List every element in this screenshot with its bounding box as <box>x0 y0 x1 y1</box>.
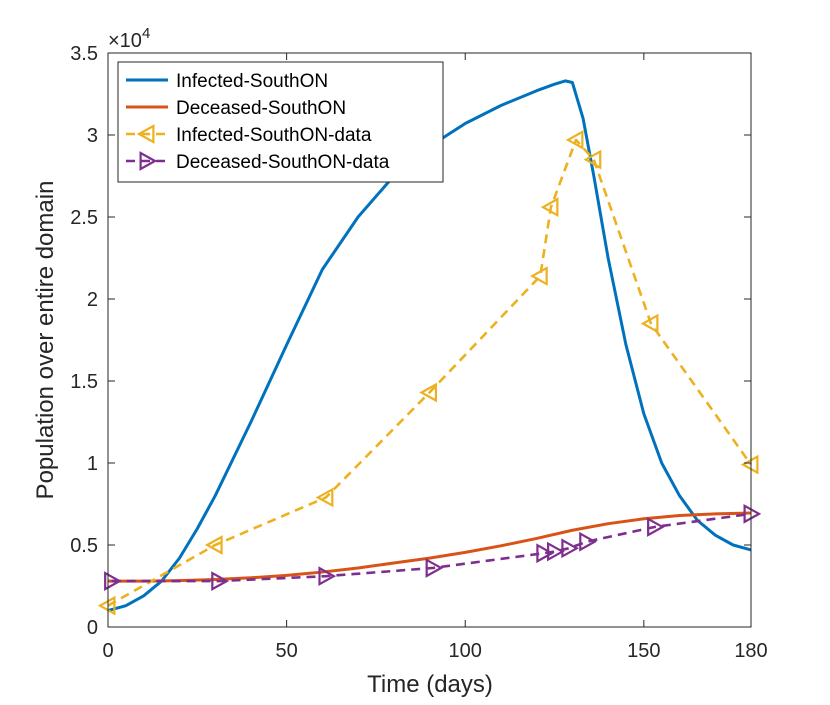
y-axis-label: Population over entire domain <box>32 181 59 500</box>
legend-marker <box>136 124 155 144</box>
data-point-marker <box>740 454 759 475</box>
series-line-infected-southon-data <box>107 138 753 607</box>
data-point-marker <box>419 382 437 403</box>
y-tick-label: 2 <box>87 289 98 311</box>
legend-label: Infected-SouthON-data <box>176 125 372 146</box>
y-exponent-power: 4 <box>142 25 150 42</box>
data-point-marker <box>104 571 122 591</box>
data-point-marker <box>97 595 116 616</box>
x-tick-label: 150 <box>627 640 660 662</box>
data-point-marker <box>315 487 334 508</box>
y-tick-label: 1.5 <box>70 371 98 393</box>
legend-label: Deceased-SouthON-data <box>176 152 390 173</box>
x-tick-label: 180 <box>734 640 767 662</box>
data-point-marker <box>536 543 555 564</box>
y-tick-label: 3.5 <box>70 43 98 65</box>
x-tick-label: 50 <box>275 640 297 662</box>
data-point-marker <box>583 149 602 170</box>
legend-box <box>117 61 444 183</box>
data-point-marker <box>647 517 665 537</box>
y-tick-label: 0 <box>87 617 98 639</box>
x-axis-label: Time (days) <box>367 671 493 698</box>
plot-markers <box>97 130 762 616</box>
legend-marker <box>139 151 158 171</box>
data-point-marker <box>743 503 762 524</box>
x-tick-label: 100 <box>449 640 482 662</box>
y-tick-label: 2.5 <box>70 207 98 229</box>
data-point-marker <box>318 566 337 587</box>
tick-labels: 0 50 100 150 180 0 0.5 1 1.5 2 2.5 3 3.5 <box>70 43 768 662</box>
ticks <box>107 52 752 628</box>
data-point-marker <box>561 538 580 559</box>
legend-label: Infected-SouthON <box>176 71 328 92</box>
y-tick-label: 1 <box>87 453 98 475</box>
data-point-marker <box>579 531 597 552</box>
series-line-infected-southon <box>107 79 752 613</box>
data-point-marker <box>547 541 565 562</box>
legend-label: Deceased-SouthON <box>176 98 346 119</box>
data-point-marker <box>640 313 659 334</box>
axes-box <box>107 52 752 628</box>
data-point-marker <box>425 558 444 578</box>
y-tick-label: 3 <box>87 125 98 147</box>
data-point-marker <box>540 197 559 218</box>
data-point-marker <box>529 266 548 286</box>
data-point-marker <box>204 535 223 555</box>
y-exponent-base: ×10 <box>108 30 142 52</box>
x-tick-label: 0 <box>102 640 113 662</box>
y-exponent-label: ×104 <box>108 25 150 52</box>
data-point-marker <box>565 130 584 150</box>
legend: Infected-SouthON Deceased-SouthON Infected… <box>117 61 444 183</box>
y-tick-label: 0.5 <box>70 535 98 557</box>
data-point-marker <box>211 571 230 591</box>
series-line-deceased-southon <box>108 511 752 583</box>
